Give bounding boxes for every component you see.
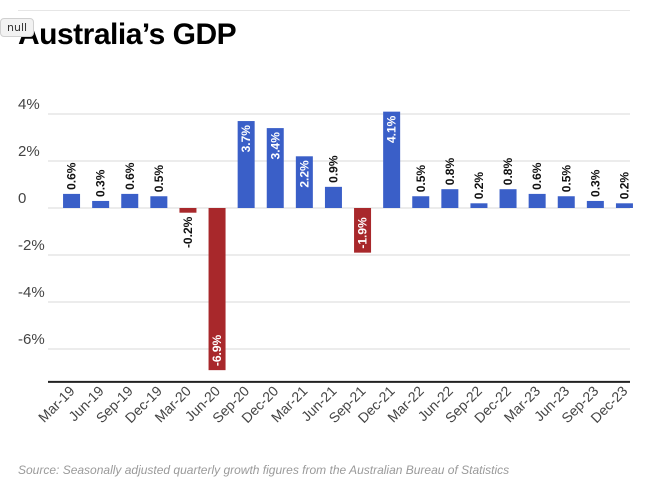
y-tick-label: -2% [18,237,45,254]
data-label: 0.2% [472,172,486,200]
data-label: 0.3% [588,169,602,197]
data-label: 0.2% [617,172,631,200]
data-label: 4.1% [385,115,399,143]
data-label: 0.9% [326,155,340,183]
data-label: 3.7% [239,125,253,153]
bar [586,200,604,208]
data-label: 0.8% [501,158,515,186]
bar [208,208,226,371]
data-label: 0.5% [559,165,573,193]
bar [470,203,488,208]
data-label: -1.9% [356,217,370,249]
y-tick-label: -6% [18,331,45,348]
source-note: Source: Seasonally adjusted quarterly gr… [18,463,510,477]
bar [528,193,546,208]
bar [324,186,342,208]
data-label: 0.5% [414,165,428,193]
bar [179,208,197,213]
null-badge: null [0,18,35,37]
data-label: 0.6% [530,162,544,190]
data-label: 3.4% [268,132,282,160]
bar [412,196,430,208]
data-label: 0.3% [94,169,108,197]
data-label: 0.8% [443,158,457,186]
chart-title: Australia’s GDP [18,18,237,51]
y-tick-label: 4% [18,96,40,113]
data-label: 0.6% [123,162,137,190]
bar [92,200,110,208]
bar [354,208,372,253]
bar [266,128,284,208]
data-label: 2.2% [297,160,311,188]
top-rule [18,10,630,11]
bar [441,189,459,208]
bar [150,196,168,208]
bar [63,193,81,208]
data-label: -0.2% [181,216,195,248]
y-tick-label: 0 [18,190,26,207]
bar [499,189,517,208]
data-label: 0.5% [152,165,166,193]
bar [615,203,633,208]
bar [237,121,255,208]
y-tick-label: -4% [18,284,45,301]
bar [383,111,401,208]
data-label: -6.9% [210,334,224,366]
data-label: 0.6% [65,162,79,190]
bar [557,196,575,208]
bar [121,193,139,208]
bar [295,156,313,208]
y-tick-label: 2% [18,143,40,160]
